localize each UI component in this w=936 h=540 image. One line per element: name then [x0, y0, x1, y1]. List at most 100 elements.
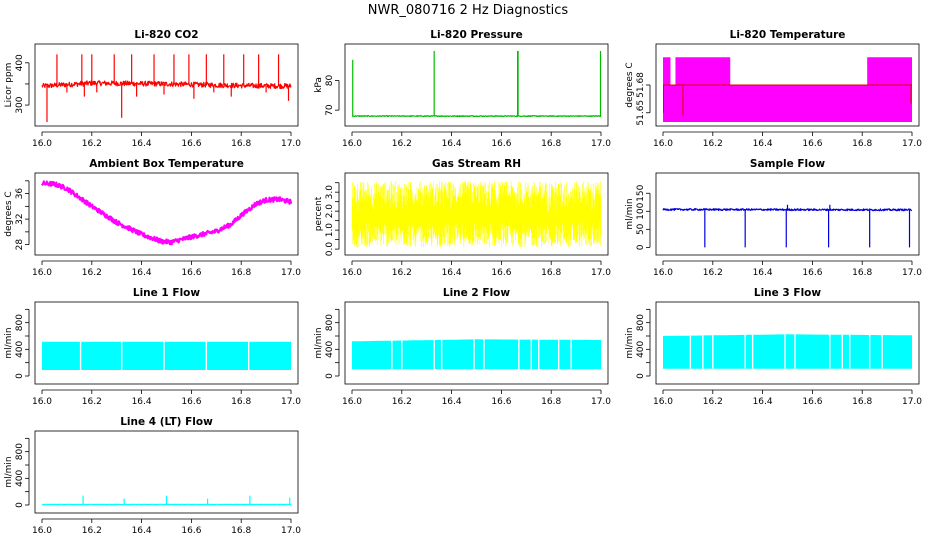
chart-title-ambient: Ambient Box Temperature	[89, 158, 244, 170]
data-layer-ambient	[41, 180, 293, 246]
y-tick-label-4: 800	[325, 314, 335, 331]
line1-band	[42, 341, 291, 370]
plot-frame-pressure	[344, 43, 609, 127]
y-tick-label-2: 1.0	[325, 223, 335, 238]
x-tick-label-3: 16.6	[181, 526, 201, 536]
x-tick-label-5: 17.0	[281, 268, 301, 278]
x-tick-label-1: 16.2	[703, 139, 723, 149]
chart-title-line3: Line 3 Flow	[754, 287, 821, 299]
x-tick-label-0: 16.0	[653, 268, 673, 278]
x-tick-label-3: 16.6	[491, 139, 511, 149]
data-layer-line2	[352, 339, 601, 370]
y-axis-label-ambient: degrees C	[4, 191, 14, 236]
x-tick-label-2: 16.4	[132, 526, 152, 536]
y-tick-label-0: 0	[325, 373, 335, 379]
y-tick-label-0: 28	[15, 239, 25, 251]
chart-panel-line2: Line 2 Flow ml/min 16.0 16.2 16.4 16.6 16.8 17.…	[314, 287, 611, 407]
x-tick-label-3: 16.6	[491, 268, 511, 278]
x-tick-label-5: 17.0	[591, 139, 611, 149]
x-tick-label-5: 17.0	[281, 397, 301, 407]
y-axis-pressure: 70 80	[325, 75, 340, 116]
chart-panel-ambient: Ambient Box Temperature degrees C 16.0 16.2…	[4, 158, 301, 278]
line3-band	[663, 334, 912, 369]
x-axis-line3: 16.0 16.2 16.4 16.6 16.8 17.0	[653, 389, 922, 407]
x-tick-label-4: 16.8	[231, 139, 251, 149]
data-layer-line4	[41, 495, 292, 506]
y-axis-ambient: 28 32 36	[15, 180, 30, 251]
y-tick-label-2: 400	[325, 340, 335, 357]
chart-title-temperature: Li-820 Temperature	[730, 29, 846, 41]
x-tick-label-5: 17.0	[281, 139, 301, 149]
x-tick-label-0: 16.0	[32, 268, 52, 278]
line2-band	[352, 339, 601, 370]
x-tick-label-2: 16.4	[442, 397, 462, 407]
plot-frame-ambient	[34, 172, 299, 256]
chart-panel-line1: Line 1 Flow ml/min 16.0 16.2 16.4 16.6 16.8 17.…	[4, 287, 301, 407]
y-axis-label-rh: percent	[314, 196, 324, 231]
chart-title-rh: Gas Stream RH	[432, 158, 521, 170]
x-axis-pressure: 16.0 16.2 16.4 16.6 16.8 17.0	[342, 131, 611, 149]
y-axis-label-line1: ml/min	[4, 327, 14, 358]
y-tick-label-2: 400	[636, 340, 646, 357]
y-axis-label-line3: ml/min	[625, 327, 635, 358]
x-tick-label-1: 16.2	[82, 268, 102, 278]
plot-frame-co2	[34, 43, 299, 127]
y-axis-co2: 300 400	[15, 54, 30, 114]
x-tick-label-0: 16.0	[342, 268, 362, 278]
x-tick-label-4: 16.8	[541, 268, 561, 278]
x-tick-label-1: 16.2	[392, 397, 412, 407]
x-tick-label-0: 16.0	[653, 397, 673, 407]
x-tick-label-2: 16.4	[753, 397, 773, 407]
x-tick-label-0: 16.0	[342, 397, 362, 407]
page-title: NWR_080716 2 Hz Diagnostics	[368, 3, 569, 18]
x-tick-label-5: 17.0	[902, 397, 922, 407]
rh-series	[351, 180, 602, 248]
temperature-high-fill-0	[663, 57, 671, 122]
plot-frame-sample	[655, 172, 920, 256]
x-tick-label-3: 16.6	[802, 268, 822, 278]
x-tick-label-3: 16.6	[181, 268, 201, 278]
data-layer-pressure	[351, 50, 602, 118]
temperature-high-fill-1	[675, 57, 731, 122]
x-tick-label-0: 16.0	[32, 526, 52, 536]
x-tick-label-5: 17.0	[281, 526, 301, 536]
y-axis-rh: 0.0 1.0 2.0 3.0	[325, 182, 340, 256]
y-tick-label-1: 51.68	[636, 72, 646, 98]
x-tick-label-4: 16.8	[541, 139, 561, 149]
x-tick-label-4: 16.8	[231, 526, 251, 536]
y-tick-label-1: 80	[325, 75, 335, 87]
plot-frame-line4	[34, 430, 299, 514]
y-axis-label-line2: ml/min	[314, 327, 324, 358]
pressure-series	[351, 115, 602, 118]
x-tick-label-1: 16.2	[703, 397, 723, 407]
x-tick-label-1: 16.2	[703, 268, 723, 278]
x-tick-label-0: 16.0	[653, 139, 673, 149]
x-tick-label-4: 16.8	[852, 139, 872, 149]
y-tick-label-0: 0	[15, 373, 25, 379]
chart-title-line2: Line 2 Flow	[443, 287, 510, 299]
chart-title-pressure: Li-820 Pressure	[430, 29, 523, 41]
ambient-series	[41, 180, 293, 246]
x-axis-sample: 16.0 16.2 16.4 16.6 16.8 17.0	[653, 260, 922, 278]
y-tick-label-0: 0	[636, 373, 646, 379]
y-axis-line3: 0 400 800	[636, 308, 651, 379]
y-tick-label-0: 0	[15, 502, 25, 508]
x-tick-label-2: 16.4	[753, 139, 773, 149]
x-tick-label-2: 16.4	[132, 397, 152, 407]
x-tick-label-4: 16.8	[231, 268, 251, 278]
y-tick-label-3: 150	[636, 184, 646, 201]
data-layer-rh	[351, 180, 602, 248]
plot-frame-line3	[655, 301, 920, 385]
y-tick-label-2: 400	[15, 54, 25, 71]
x-axis-co2: 16.0 16.2 16.4 16.6 16.8 17.0	[32, 131, 301, 149]
x-tick-label-3: 16.6	[181, 139, 201, 149]
data-layer-temperature	[662, 57, 912, 122]
x-tick-label-2: 16.4	[753, 268, 773, 278]
y-axis-label-sample: ml/min	[625, 198, 635, 229]
x-axis-temperature: 16.0 16.2 16.4 16.6 16.8 17.0	[653, 131, 922, 149]
x-tick-label-2: 16.4	[132, 268, 152, 278]
